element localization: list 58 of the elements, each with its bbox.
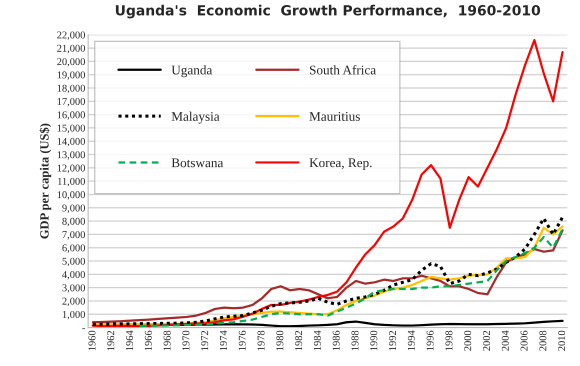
- y-tick-label: 17,000: [58, 98, 85, 107]
- y-tick-label: 4,000: [62, 271, 85, 280]
- legend-label: Botswana: [172, 158, 224, 168]
- y-tick-label: 13,000: [58, 151, 85, 160]
- y-tick-label: 14,000: [58, 138, 85, 146]
- x-tick-label: 1994: [408, 330, 415, 350]
- y-tick-label: 6,000: [62, 244, 85, 253]
- x-tick-label: 1972: [201, 330, 208, 350]
- legend-label: Malaysia: [172, 112, 220, 124]
- x-tick-label: 1970: [182, 330, 190, 350]
- y-tick-label: 11,000: [58, 178, 85, 186]
- chart-title: Uganda's Economic Growth Performance, 1960-2010: [116, 4, 540, 18]
- y-tick-label: 7,000: [62, 231, 85, 240]
- x-tick-label: 1986: [332, 330, 340, 350]
- x-tick-label: 2006: [520, 330, 528, 351]
- y-tick-label: 19,000: [58, 71, 85, 80]
- y-tick-label: 1,000: [62, 310, 85, 320]
- x-tick-label: 1978: [258, 330, 265, 350]
- y-axis-title: GDP per capita (US$): [39, 124, 52, 239]
- legend-label: Uganda: [172, 65, 212, 78]
- legend-label: Korea, Rep.: [309, 158, 372, 170]
- legend-label: Mauritius: [309, 112, 360, 121]
- x-tick-label: 1962: [107, 330, 114, 350]
- x-tick-label: 1996: [426, 330, 434, 350]
- y-tick-label: 8,000: [62, 218, 85, 226]
- x-tick-label: 1966: [144, 330, 152, 350]
- y-tick-label: 22,000: [57, 31, 85, 40]
- y-tick-label: 10,000: [58, 191, 85, 200]
- y-tick-label: 3,000: [62, 284, 85, 293]
- x-tick-label: 1974: [220, 330, 227, 350]
- x-tick-label: 1998: [445, 330, 452, 350]
- x-tick-label: 1980: [276, 330, 284, 350]
- y-tick-label: 16,000: [58, 111, 85, 120]
- y-tick-label: 21,000: [57, 44, 85, 54]
- x-tick-label: 1988: [351, 330, 358, 350]
- y-tick-label: 20,000: [57, 58, 85, 67]
- x-tick-label: 1968: [164, 330, 171, 350]
- x-tick-label: 2000: [464, 330, 472, 351]
- x-tick-label: 2004: [502, 330, 509, 351]
- y-tick-label: 15,000: [58, 124, 85, 134]
- x-tick-label: 1982: [295, 330, 302, 350]
- legend-label: South Africa: [310, 65, 376, 74]
- x-tick-label: 1960: [88, 330, 96, 350]
- y-tick-label: -: [82, 328, 86, 330]
- x-tick-label: 1964: [126, 330, 134, 350]
- x-tick-label: 2008: [539, 330, 546, 351]
- y-tick-label: 5,000: [62, 258, 85, 266]
- x-tick-label: 2002: [482, 330, 490, 351]
- x-tick-label: 1990: [370, 330, 378, 350]
- x-tick-label: 1984: [314, 330, 321, 350]
- x-tick-label: 1992: [389, 330, 396, 350]
- y-tick-label: 18,000: [58, 84, 85, 94]
- x-tick-label: 2010: [558, 330, 566, 351]
- y-tick-label: 2,000: [62, 298, 85, 306]
- y-tick-label: 9,000: [62, 204, 85, 214]
- line-series: [92, 38, 564, 328]
- y-tick-label: 12,000: [58, 164, 85, 174]
- x-tick-label: 1976: [238, 330, 246, 350]
